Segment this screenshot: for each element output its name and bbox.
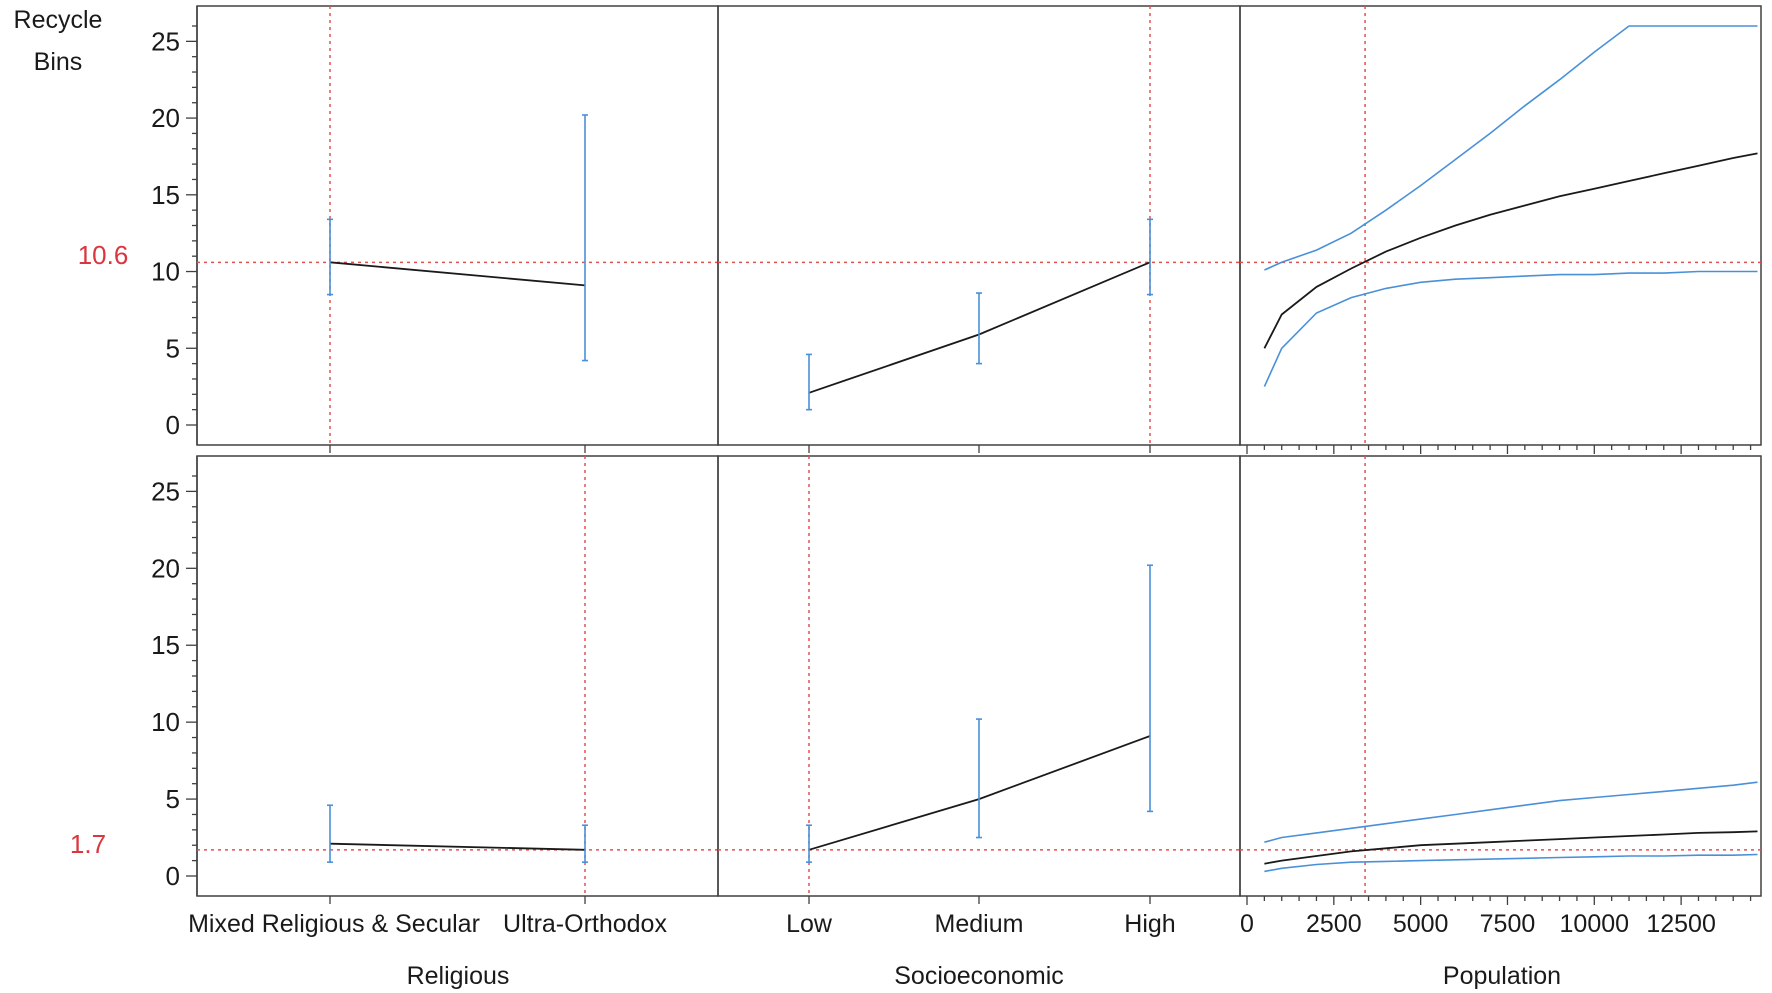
- y-tick-label: 5: [166, 333, 180, 363]
- population-tick-label: 7500: [1480, 910, 1536, 938]
- panel-frame-socioeconomic: [717, 5, 1241, 446]
- population-tick-label: 0: [1240, 910, 1254, 938]
- upper-confidence-curve: [1264, 25, 1758, 271]
- y-tick-label: 10: [151, 257, 180, 287]
- prediction-line: [329, 842, 586, 851]
- y-tick-label: 10: [151, 707, 180, 737]
- category-label: High: [1124, 910, 1175, 938]
- current-value-row2: 1.7: [70, 829, 106, 859]
- upper-confidence-curve: [1264, 781, 1758, 843]
- current-value-row1: 10.6: [78, 240, 129, 270]
- factor-label-religious: Religious: [407, 962, 510, 990]
- y-tick-label: 25: [151, 26, 180, 56]
- plot-layer: 0 5 10 15 20 25 0 5 10 15 20 25 Mixed Religious & Se…: [151, 5, 1762, 938]
- panel-frame-religious: [196, 5, 719, 446]
- y-tick-label: 5: [166, 784, 180, 814]
- y-tick-label: 0: [166, 410, 180, 440]
- population-tick-label: 2500: [1306, 910, 1362, 938]
- category-label: Ultra-Orthodox: [503, 910, 667, 938]
- y-tick-label: 20: [151, 553, 180, 583]
- category-label: Medium: [935, 910, 1024, 938]
- population-tick-label: 5000: [1393, 910, 1449, 938]
- y-tick-label: 15: [151, 630, 180, 660]
- prediction-curve: [1264, 830, 1758, 865]
- y-tick-label: 25: [151, 476, 180, 506]
- prediction-curve: [1263, 152, 1758, 349]
- panel-frame-population: [1239, 455, 1762, 897]
- category-label: Low: [786, 910, 833, 938]
- y-tick-label: 15: [151, 180, 180, 210]
- response-label-line2: Bins: [34, 48, 83, 76]
- panel-frame-religious: [196, 455, 719, 897]
- y-tick-label: 0: [166, 861, 180, 891]
- y-tick-label: 20: [151, 103, 180, 133]
- lower-confidence-curve: [1263, 270, 1758, 387]
- population-tick-label: 12500: [1646, 910, 1716, 938]
- response-label-line1: Recycle: [14, 6, 103, 34]
- category-label: Mixed Religious & Secular: [188, 910, 480, 938]
- panel-frame-population: [1239, 5, 1762, 446]
- population-tick-label: 10000: [1560, 910, 1630, 938]
- prediction-line: [329, 261, 586, 287]
- factor-label-population: Population: [1443, 962, 1561, 990]
- lower-confidence-curve: [1264, 853, 1758, 873]
- factor-label-socioeconomic: Socioeconomic: [894, 962, 1064, 990]
